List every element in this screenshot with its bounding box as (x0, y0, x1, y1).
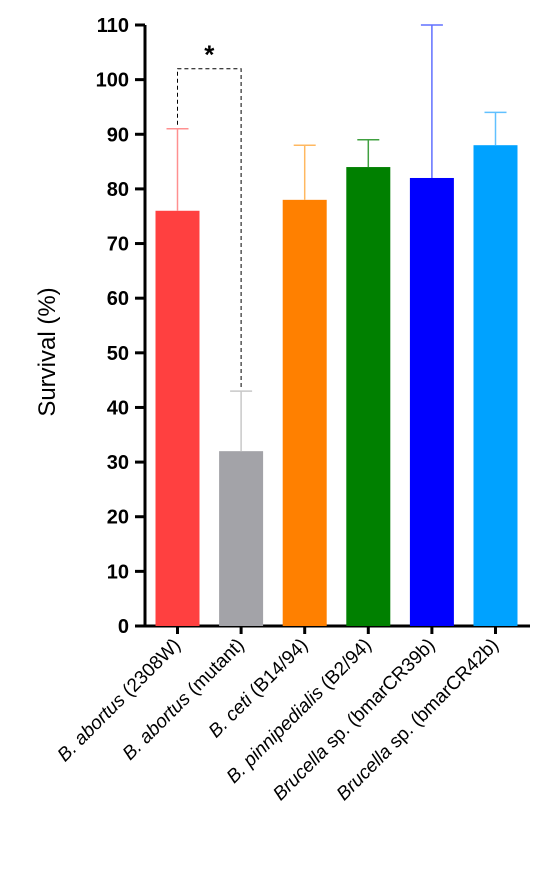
y-tick-label: 30 (107, 452, 129, 474)
bar (346, 167, 391, 626)
bar (473, 145, 518, 626)
y-tick-label: 0 (118, 616, 129, 638)
category-label: B. abortus (mutant) (119, 635, 249, 765)
significance-bracket: * (177, 40, 242, 388)
error-bars (166, 24, 507, 452)
y-tick-label: 50 (107, 343, 129, 365)
bar (409, 177, 454, 626)
y-tick-label: 90 (107, 124, 129, 146)
category-label-rest: sp. (bmarCR42b) (381, 635, 503, 757)
significance-label: * (204, 40, 215, 70)
y-tick-label: 80 (107, 179, 129, 201)
y-tick-label: 60 (107, 288, 129, 310)
y-tick-label: 110 (97, 15, 129, 37)
y-axis: 0 10 20 30 40 50 60 70 80 90 100 110 (96, 15, 147, 638)
bar (155, 210, 200, 626)
y-tick-label: 100 (96, 70, 129, 92)
category-labels: B. abortus (2308W)B. abortus (mutant)B. … (54, 635, 503, 805)
category-label-rest: sp. (bmarCR39b) (318, 635, 440, 757)
y-tick-label: 20 (107, 507, 129, 529)
category-label: B. abortus (2308W) (54, 635, 185, 766)
y-tick-label: 70 (107, 234, 129, 256)
y-axis-title: Survival (%) (34, 287, 61, 416)
x-axis (145, 624, 530, 634)
category-label-rest: (B2/94) (313, 635, 376, 698)
category-label-italic: Brucella (269, 741, 332, 804)
y-tick-label: 40 (107, 397, 129, 419)
significance-line (177, 68, 242, 388)
bar (219, 451, 264, 626)
category-label-italic: Brucella (333, 741, 396, 804)
y-tick-label: 10 (107, 561, 129, 583)
bar (282, 199, 327, 626)
bars (155, 145, 518, 626)
category-label-italic: B. abortus (54, 690, 130, 766)
